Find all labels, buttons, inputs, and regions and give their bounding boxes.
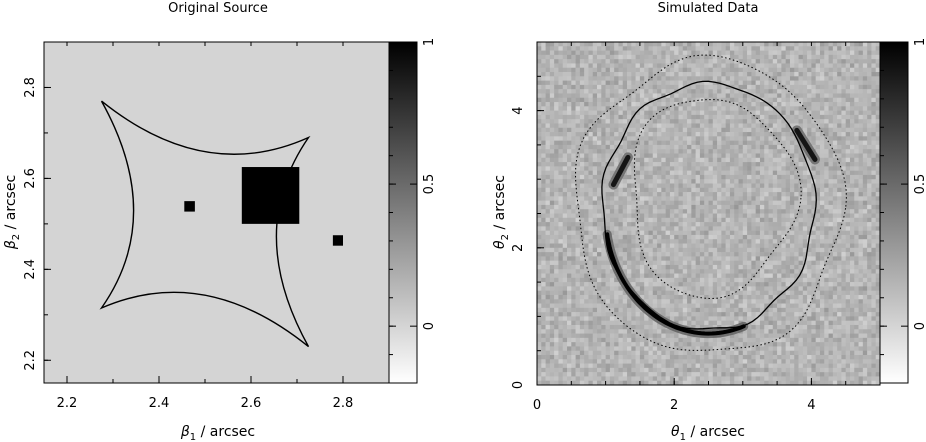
panel-simulated-data: Simulated Data 024 024 00.51 θ1 / arcsec… (492, 1, 926, 442)
small-square-source-right (332, 235, 343, 246)
critical-curve (601, 80, 817, 330)
left-y-ticks: 2.2 2.4 2.6 2.8 (23, 77, 51, 371)
right-lensed-arcs (602, 125, 821, 339)
large-square-source (241, 167, 300, 224)
right-y-axis-label: θ2 / arcsec (492, 175, 511, 249)
y-tick-label: 2.8 (23, 77, 38, 98)
right-x-ticks: 0 2 4 (533, 42, 881, 413)
y-tick-label: 2 (511, 244, 526, 252)
left-sources (184, 167, 343, 246)
mask-inner-contour (633, 99, 802, 300)
colorbar-tick-label: 0.5 (422, 174, 437, 195)
left-colorbar-ticks: 00.51 (389, 38, 437, 356)
bottom-arc-core (605, 232, 746, 336)
right-colorbar-ticks: 00.51 (880, 38, 926, 356)
y-tick-label: 2.2 (23, 350, 38, 371)
x-tick-label: 4 (807, 398, 815, 413)
colorbar-tick-label: 1 (422, 38, 437, 46)
panel-original-source: Original Source 2.2 2.4 2.6 2.8 2.22.42.62.… (3, 1, 437, 442)
colorbar-tick-label: 0 (913, 322, 926, 330)
right-colorbar (880, 42, 908, 383)
x-tick-label: 0 (533, 398, 541, 413)
left-title: Original Source (168, 1, 268, 16)
x-tick-label: 2.6 (241, 396, 262, 411)
y-tick-label: 2.6 (23, 168, 38, 189)
y-tick-label: 4 (511, 106, 526, 114)
small-square-source-left (184, 201, 195, 212)
upper-right-image-core (794, 127, 818, 162)
y-tick-label: 0 (511, 381, 526, 389)
colorbar-tick-label: 1 (913, 38, 926, 46)
right-y-ticks: 0 2 4 (511, 41, 544, 389)
x-tick-label: 2.2 (57, 396, 78, 411)
right-noise-image (537, 42, 880, 385)
colorbar-tick-label: 0.5 (913, 174, 926, 195)
right-title: Simulated Data (658, 1, 759, 16)
left-colorbar (389, 42, 417, 383)
colorbar-tick-label: 0 (422, 322, 437, 330)
caustic-curve (99, 100, 311, 348)
left-plot-background (44, 42, 389, 383)
left-y-axis-label: β2 / arcsec (3, 175, 22, 250)
left-x-ticks: 2.2 2.4 2.6 2.8 (57, 42, 354, 411)
x-tick-label: 2.4 (149, 396, 170, 411)
upper-left-image-core (610, 154, 631, 188)
x-tick-label: 2 (670, 398, 678, 413)
left-x-axis-label: β1 / arcsec (180, 424, 255, 442)
y-tick-label: 2.4 (23, 259, 38, 280)
x-tick-label: 2.8 (333, 396, 354, 411)
right-x-axis-label: θ1 / arcsec (671, 424, 745, 442)
